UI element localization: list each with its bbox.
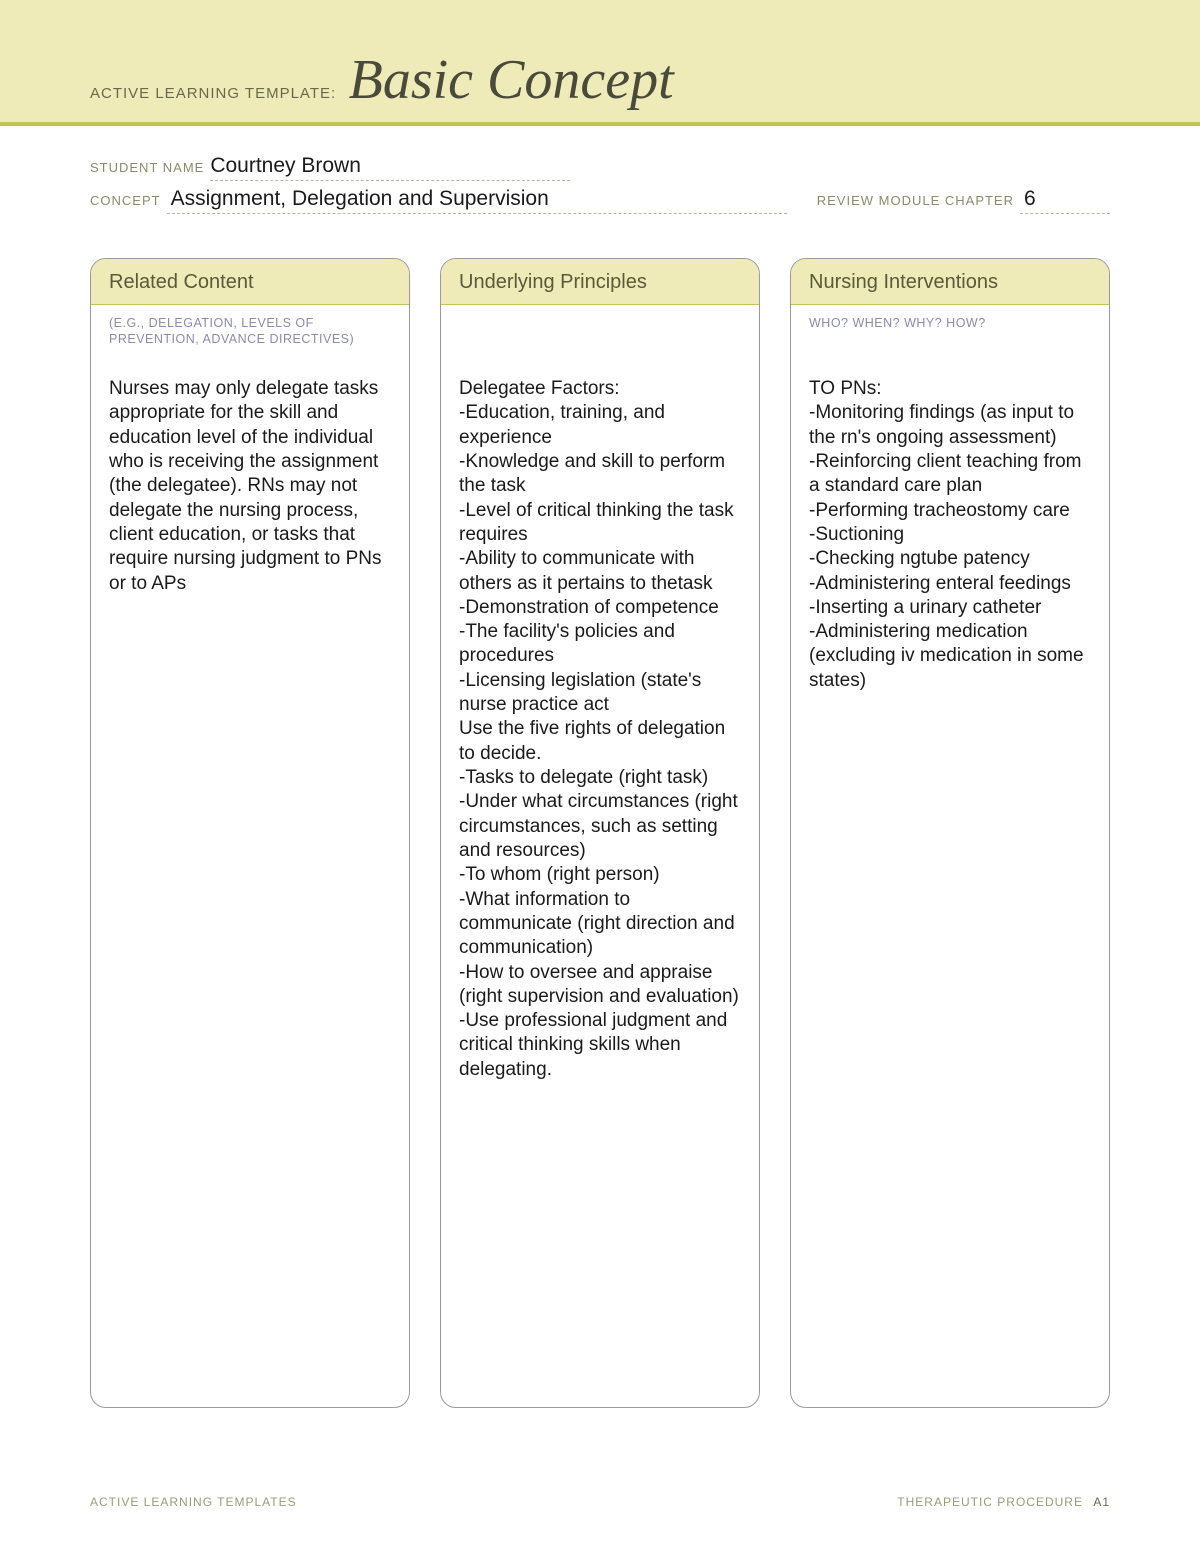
concept-value: Assignment, Delegation and Supervision — [167, 187, 787, 214]
footer-right-label: THERAPEUTIC PROCEDURE — [897, 1495, 1083, 1509]
concept-label: CONCEPT — [90, 193, 161, 208]
footer-right: THERAPEUTIC PROCEDURE A1 — [897, 1495, 1110, 1509]
card-body: TO PNs: -Monitoring findings (as input t… — [791, 373, 1109, 711]
footer-page: A1 — [1093, 1495, 1110, 1509]
header-banner: ACTIVE LEARNING TEMPLATE: Basic Concept — [0, 0, 1200, 126]
card-subtitle: WHO? WHEN? WHY? HOW? — [791, 305, 1109, 373]
card-subtitle: (E.G., DELEGATION, LEVELS OF PREVENTION,… — [91, 305, 409, 373]
card-title: Related Content — [91, 259, 409, 305]
card-title: Underlying Principles — [441, 259, 759, 305]
underlying-principles-card: Underlying Principles Delegatee Factors:… — [440, 258, 760, 1408]
student-name-value: Courtney Brown — [210, 154, 570, 181]
student-name-label: STUDENT NAME — [90, 160, 204, 175]
footer-left: ACTIVE LEARNING TEMPLATES — [90, 1495, 297, 1509]
chapter-label: REVIEW MODULE CHAPTER — [817, 193, 1014, 208]
nursing-interventions-card: Nursing Interventions WHO? WHEN? WHY? HO… — [790, 258, 1110, 1408]
chapter-value: 6 — [1020, 187, 1110, 214]
columns-container: Related Content (E.G., DELEGATION, LEVEL… — [0, 230, 1200, 1408]
related-content-card: Related Content (E.G., DELEGATION, LEVEL… — [90, 258, 410, 1408]
card-subtitle — [441, 305, 759, 373]
card-body: Nurses may only delegate tasks appropria… — [91, 373, 409, 614]
template-type-label: ACTIVE LEARNING TEMPLATE: — [90, 85, 336, 102]
footer: ACTIVE LEARNING TEMPLATES THERAPEUTIC PR… — [90, 1495, 1110, 1509]
card-body: Delegatee Factors: -Education, training,… — [441, 373, 759, 1100]
card-title: Nursing Interventions — [791, 259, 1109, 305]
meta-section: STUDENT NAME Courtney Brown CONCEPT Assi… — [0, 126, 1200, 230]
template-title: Basic Concept — [349, 48, 674, 112]
